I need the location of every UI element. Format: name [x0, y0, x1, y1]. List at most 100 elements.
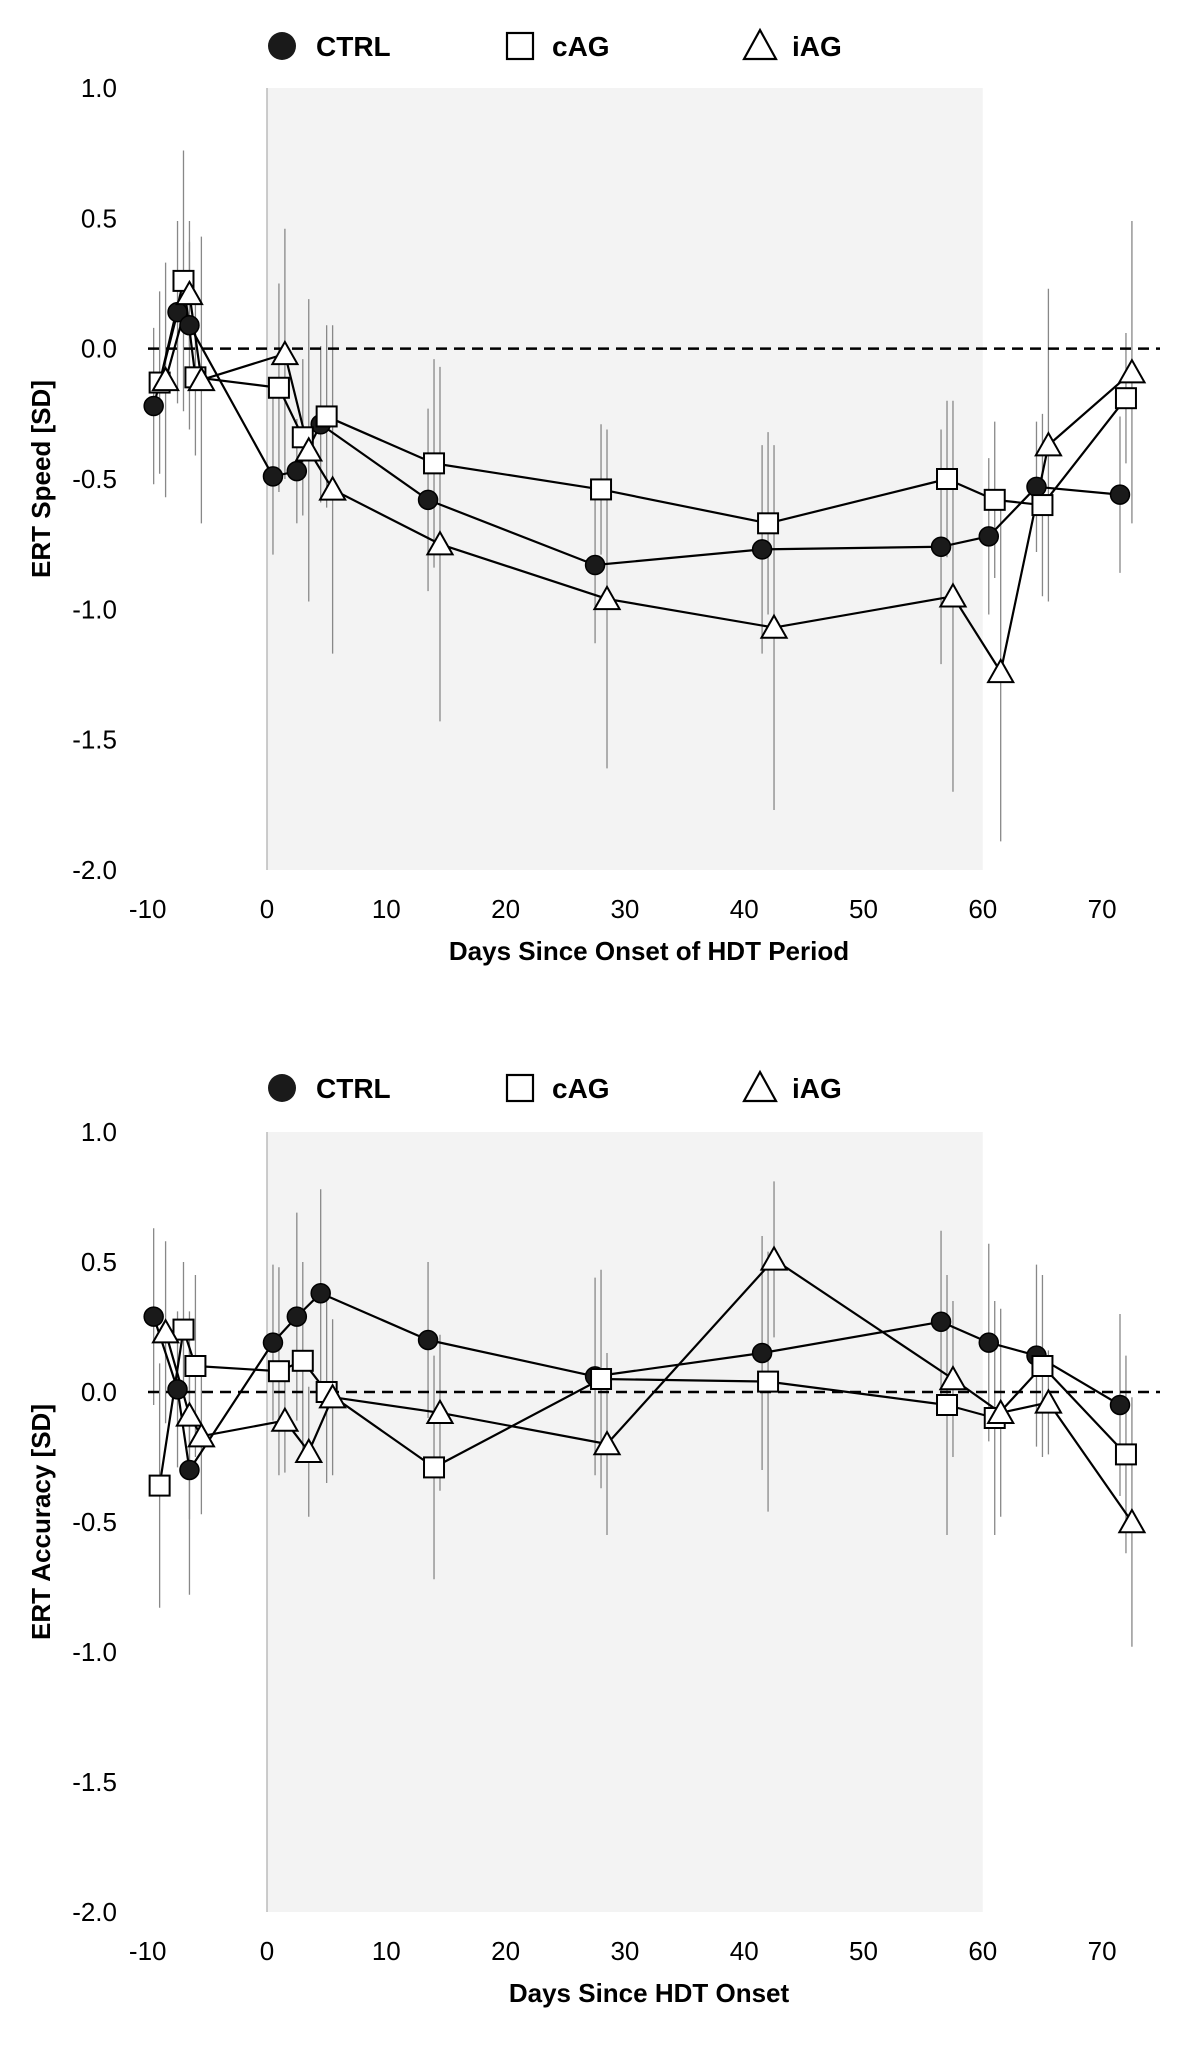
- data-point-cag: [936, 468, 959, 490]
- data-point-iag: [759, 613, 789, 639]
- data-point-ctrl: [417, 489, 439, 511]
- x-tick-label: 30: [610, 1936, 639, 1966]
- data-point-iag: [318, 475, 347, 501]
- x-tick-label: 10: [372, 1936, 401, 1966]
- data-point-iag: [759, 1245, 789, 1271]
- data-point-cag: [757, 512, 780, 535]
- data-point-iag: [151, 365, 180, 392]
- legend-marker-triangle: [742, 27, 778, 61]
- legend-item-ctrl: CTRL: [268, 31, 391, 62]
- y-tick-label: -1.0: [72, 1637, 117, 1667]
- data-point-ctrl: [978, 1332, 1000, 1353]
- legend-item-ctrl: CTRL: [268, 1073, 391, 1104]
- y-tick-label: 0.0: [81, 334, 117, 364]
- y-axis-title: ERT Speed [SD]: [26, 380, 56, 578]
- x-tick-label: 10: [372, 894, 401, 924]
- data-point-iag: [938, 1364, 968, 1391]
- x-tick-label: 20: [491, 894, 520, 924]
- data-point-cag: [1031, 494, 1054, 517]
- y-tick-label: -2.0: [72, 855, 117, 885]
- data-point-ctrl: [1109, 1394, 1131, 1416]
- x-tick-label: 60: [968, 1936, 997, 1966]
- x-tick-label: -10: [129, 894, 167, 924]
- y-tick-label: -2.0: [72, 1897, 117, 1927]
- data-point-iag: [592, 1429, 622, 1456]
- data-point-iag: [425, 530, 455, 556]
- data-point-ctrl: [930, 1311, 952, 1333]
- x-tick-label: 40: [730, 1936, 759, 1966]
- legend-label: CTRL: [316, 1073, 391, 1104]
- y-tick-label: 0.5: [81, 203, 117, 233]
- legend: CTRL cAG iAG: [268, 1069, 842, 1104]
- data-point-cag: [172, 1318, 195, 1341]
- x-tick-label: 0: [260, 894, 274, 924]
- legend-item-cag: cAG: [505, 31, 610, 62]
- data-point-ctrl: [978, 526, 1000, 547]
- legend-marker-circle: [268, 32, 296, 60]
- markers-iag: [151, 1245, 1147, 1534]
- legend-marker-square: [505, 31, 535, 61]
- data-point-ctrl: [751, 1342, 773, 1364]
- data-point-cag: [148, 1474, 171, 1497]
- legend-label: cAG: [552, 1073, 610, 1104]
- data-point-iag: [175, 1401, 204, 1427]
- y-tick-label: -1.0: [72, 594, 117, 624]
- legend-label: iAG: [792, 1073, 842, 1104]
- data-point-ctrl: [1109, 484, 1131, 505]
- data-point-iag: [592, 584, 622, 611]
- y-tick-label: 1.0: [81, 73, 117, 103]
- data-point-ctrl: [262, 1332, 284, 1353]
- data-point-iag: [425, 1398, 455, 1424]
- y-axis-title: ERT Accuracy [SD]: [26, 1404, 56, 1640]
- legend-marker-circle: [268, 1074, 296, 1102]
- legend-label: cAG: [552, 31, 610, 62]
- x-tick-label: -10: [129, 1936, 167, 1966]
- x-tick-label: 50: [849, 894, 878, 924]
- data-point-cag: [983, 488, 1006, 511]
- data-point-ctrl: [179, 314, 200, 336]
- data-point-iag: [938, 582, 968, 608]
- y-tick-label: 1.0: [81, 1117, 117, 1147]
- data-point-cag: [936, 1394, 959, 1416]
- hdt-period-shading: [267, 88, 983, 870]
- data-point-ctrl: [179, 1459, 200, 1481]
- data-point-cag: [267, 1360, 290, 1383]
- legend-item-cag: cAG: [505, 1073, 610, 1104]
- data-point-cag: [423, 1456, 446, 1479]
- legend-marker-square: [505, 1073, 535, 1103]
- legend-marker-triangle: [742, 1069, 778, 1103]
- data-point-iag: [294, 1437, 324, 1463]
- data-point-ctrl: [1026, 476, 1047, 498]
- y-tick-label: -0.5: [72, 1507, 117, 1537]
- x-tick-label: 60: [968, 894, 997, 924]
- x-tick-label: 50: [849, 1936, 878, 1966]
- legend-label: iAG: [792, 31, 842, 62]
- data-point-cag: [1114, 1443, 1137, 1466]
- x-tick-label: 40: [730, 894, 759, 924]
- x-tick-label: 70: [1088, 894, 1117, 924]
- x-tick-label: 0: [260, 1936, 274, 1966]
- legend-label: CTRL: [316, 31, 391, 62]
- x-tick-label: 70: [1088, 1936, 1117, 1966]
- data-point-iag: [1034, 431, 1063, 457]
- chart-panel-2: -2.0 -1.5 -1.0 -0.5 0.0 0.5 1.0 -10 0 10 20 30 40 50 6…: [26, 1069, 1160, 2008]
- data-point-iag: [187, 365, 216, 392]
- data-point-cag: [267, 376, 290, 399]
- y-tick-label: -1.5: [72, 1767, 117, 1797]
- data-point-cag: [757, 1370, 780, 1393]
- data-point-iag: [318, 1383, 347, 1409]
- data-point-ctrl: [310, 1282, 331, 1304]
- y-tick-label: 0.0: [81, 1377, 117, 1407]
- data-point-ctrl: [751, 539, 773, 560]
- data-point-iag: [1117, 1507, 1147, 1534]
- data-point-iag: [1117, 358, 1147, 384]
- data-point-iag: [270, 1406, 300, 1432]
- y-tick-label: 0.5: [81, 1247, 117, 1277]
- data-point-ctrl: [167, 1379, 188, 1400]
- data-point-ctrl: [930, 536, 952, 558]
- chart-panel-1: -2.0 -1.5 -1.0 -0.5 0.0 0.5 1.0 -10 0 10 20 30 40 50 6…: [26, 27, 1160, 966]
- y-tick-label: -0.5: [72, 464, 117, 494]
- hdt-period-shading: [267, 1132, 983, 1912]
- legend: CTRL cAG iAG: [268, 27, 842, 62]
